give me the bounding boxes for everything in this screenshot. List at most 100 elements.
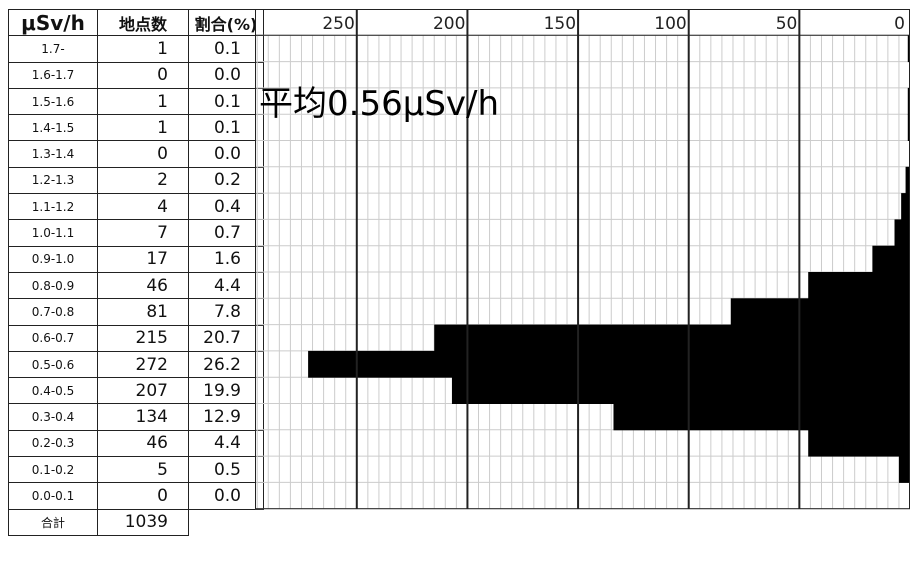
total-row: 合計 1039 xyxy=(8,508,264,536)
cell-range: 0.2-0.3 xyxy=(8,429,98,458)
cell-percent: 20.7 xyxy=(188,324,264,352)
cell-range: 1.0-1.1 xyxy=(8,219,98,247)
x-tick-label: 50 xyxy=(776,14,798,34)
cell-count: 272 xyxy=(97,350,189,379)
cell-range: 1.2-1.3 xyxy=(8,166,98,195)
cell-range: 1.7- xyxy=(8,35,98,63)
cell-percent: 1.6 xyxy=(188,245,264,273)
x-tick-label: 250 xyxy=(322,14,354,34)
table-header-row: μSv/h 地点数 割合(%) xyxy=(8,8,264,37)
cell-range: 0.4-0.5 xyxy=(8,377,98,405)
table-row: 1.4-1.5 1 0.1 xyxy=(8,114,264,142)
table-row: 0.6-0.7 215 20.7 xyxy=(8,324,264,352)
cell-count: 5 xyxy=(97,456,189,484)
bar-0.8-0.9 xyxy=(808,272,910,299)
cell-count: 81 xyxy=(97,298,189,326)
cell-count: 0 xyxy=(97,61,189,89)
cell-count: 0 xyxy=(97,140,189,168)
table-row: 1.0-1.1 7 0.7 xyxy=(8,219,264,247)
cell-percent: 0.0 xyxy=(188,61,264,89)
bar-0.1-0.2 xyxy=(898,456,910,483)
bar-0.3-0.4 xyxy=(613,403,910,431)
table-row: 0.2-0.3 46 4.4 xyxy=(8,429,264,458)
table-row: 1.5-1.6 1 0.1 xyxy=(8,87,264,116)
bar-1.0-1.1 xyxy=(894,219,910,247)
table-row: 1.1-1.2 4 0.4 xyxy=(8,193,264,221)
cell-percent: 4.4 xyxy=(188,429,264,458)
cell-count: 4 xyxy=(97,193,189,221)
cell-range: 1.5-1.6 xyxy=(8,87,98,116)
cell-percent: 0.1 xyxy=(188,35,264,63)
table-row: 0.5-0.6 272 26.2 xyxy=(8,350,264,379)
table-row: 0.7-0.8 81 7.8 xyxy=(8,298,264,326)
data-table: μSv/h 地点数 割合(%) 1.7- 1 0.1 1.6-1.7 0 0.0 1.5-1… xyxy=(8,8,264,536)
bar-0.9-1.0 xyxy=(872,245,910,273)
bar-1.2-1.3 xyxy=(905,166,910,194)
total-value: 1039 xyxy=(97,508,189,536)
cell-range: 0.1-0.2 xyxy=(8,456,98,484)
bar-1.4-1.5 xyxy=(907,114,910,141)
plot-frame xyxy=(255,9,910,510)
table-row: 0.3-0.4 134 12.9 xyxy=(8,403,264,431)
cell-count: 215 xyxy=(97,324,189,352)
cell-range: 1.1-1.2 xyxy=(8,193,98,221)
total-label: 合計 xyxy=(8,508,98,536)
bar-1.5-1.6 xyxy=(907,87,910,115)
histogram-chart: 250 200 150 100 50 0 平均0.56μSv/h xyxy=(255,9,910,510)
cell-count: 46 xyxy=(97,271,189,300)
x-tick-label: 0 xyxy=(894,14,905,34)
table-row: 0.0-0.1 0 0.0 xyxy=(8,482,264,510)
header-percent: 割合(%) xyxy=(188,8,264,37)
header-range: μSv/h xyxy=(8,8,98,37)
cell-count: 1 xyxy=(97,87,189,116)
x-tick-label: 100 xyxy=(654,14,686,34)
bar-0.5-0.6 xyxy=(308,350,910,378)
cell-count: 1 xyxy=(97,114,189,142)
table-row: 1.6-1.7 0 0.0 xyxy=(8,61,264,89)
table-row: 0.1-0.2 5 0.5 xyxy=(8,456,264,484)
cell-count: 1 xyxy=(97,35,189,63)
header-count: 地点数 xyxy=(97,8,189,37)
cell-range: 1.4-1.5 xyxy=(8,114,98,142)
bar-0.4-0.5 xyxy=(451,377,910,404)
cell-percent: 0.1 xyxy=(188,114,264,142)
cell-percent: 26.2 xyxy=(188,350,264,379)
cell-percent: 0.7 xyxy=(188,219,264,247)
cell-percent: 12.9 xyxy=(188,403,264,431)
bar-1.1-1.2 xyxy=(901,193,910,220)
bar-0.6-0.7 xyxy=(434,324,910,352)
cell-count: 134 xyxy=(97,403,189,431)
total-blank xyxy=(189,509,264,535)
cell-percent: 0.5 xyxy=(188,456,264,484)
cell-range: 0.3-0.4 xyxy=(8,403,98,431)
cell-percent: 7.8 xyxy=(188,298,264,326)
cell-percent: 0.2 xyxy=(188,166,264,195)
cell-range: 0.9-1.0 xyxy=(8,245,98,273)
mean-annotation: 平均0.56μSv/h xyxy=(259,84,499,124)
cell-percent: 4.4 xyxy=(188,271,264,300)
x-tick-label: 200 xyxy=(433,14,465,34)
table-row: 1.2-1.3 2 0.2 xyxy=(8,166,264,195)
table-row: 1.7- 1 0.1 xyxy=(8,35,264,63)
table-row: 0.8-0.9 46 4.4 xyxy=(8,271,264,300)
cell-range: 0.6-0.7 xyxy=(8,324,98,352)
cell-percent: 19.9 xyxy=(188,377,264,405)
cell-count: 2 xyxy=(97,166,189,195)
cell-range: 1.3-1.4 xyxy=(8,140,98,168)
table-row: 0.4-0.5 207 19.9 xyxy=(8,377,264,405)
cell-count: 17 xyxy=(97,245,189,273)
table-body: μSv/h 地点数 割合(%) 1.7- 1 0.1 1.6-1.7 0 0.0 1.5-1… xyxy=(8,8,264,536)
cell-count: 0 xyxy=(97,482,189,510)
cell-count: 7 xyxy=(97,219,189,247)
cell-percent: 0.1 xyxy=(188,87,264,116)
cell-count: 46 xyxy=(97,429,189,458)
cell-range: 0.7-0.8 xyxy=(8,298,98,326)
table-row: 1.3-1.4 0 0.0 xyxy=(8,140,264,168)
bar-0.7-0.8 xyxy=(730,298,910,326)
bar-1.7- xyxy=(907,35,910,63)
x-tick-label: 150 xyxy=(544,14,576,34)
bar-0.2-0.3 xyxy=(808,429,910,457)
table-row: 0.9-1.0 17 1.6 xyxy=(8,245,264,273)
cell-percent: 0.0 xyxy=(188,482,264,510)
cell-range: 1.6-1.7 xyxy=(8,61,98,89)
